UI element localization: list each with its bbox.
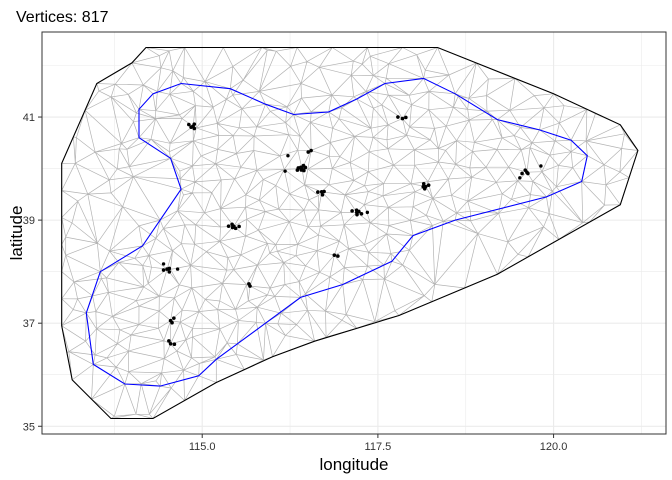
data-point <box>422 187 427 191</box>
data-point <box>365 210 370 215</box>
x-tick-label: 120.0 <box>540 441 568 453</box>
grid-lines <box>42 32 666 434</box>
data-point <box>230 222 234 227</box>
data-point <box>192 126 197 131</box>
data-point <box>396 115 400 119</box>
data-point <box>332 253 337 257</box>
mesh-edges <box>61 47 639 419</box>
data-point <box>316 190 320 194</box>
data-point <box>167 266 172 271</box>
data-point <box>355 212 359 217</box>
outer-boundary <box>61 46 639 420</box>
data-point <box>336 254 340 258</box>
data-point <box>295 168 300 172</box>
data-point <box>426 183 431 187</box>
y-axis-title: latitude <box>7 206 26 261</box>
y-tick-label: 37 <box>23 318 35 330</box>
data-point <box>230 225 235 230</box>
data-point <box>247 282 251 286</box>
data-point <box>320 193 325 197</box>
data-point <box>518 176 522 180</box>
data-point <box>520 171 524 176</box>
data-point <box>359 211 364 216</box>
data-point <box>233 226 238 231</box>
data-point <box>322 189 326 194</box>
data-point <box>172 316 176 320</box>
y-tick-label: 39 <box>23 215 35 227</box>
data-point <box>161 268 166 272</box>
panel-border <box>41 31 667 435</box>
y-tick-label: 41 <box>23 112 35 124</box>
data-point <box>354 208 359 212</box>
data-point <box>400 116 405 121</box>
data-point <box>283 169 287 173</box>
data-point <box>192 122 197 126</box>
data-point <box>404 115 408 120</box>
data-point <box>301 163 306 168</box>
data-point <box>226 224 231 228</box>
data-point <box>302 168 306 173</box>
data-point <box>189 125 193 129</box>
data-point <box>161 262 166 266</box>
inner-boundary <box>85 77 588 387</box>
axes: 115.0 117.5 120.0 35 37 39 41 <box>23 112 568 453</box>
data-point <box>167 339 171 343</box>
data-point <box>306 150 311 154</box>
data-point <box>167 270 172 274</box>
data-point <box>523 168 528 172</box>
data-point <box>526 171 530 176</box>
data-point <box>187 122 191 127</box>
data-point <box>175 267 180 271</box>
data-point <box>309 148 313 153</box>
x-tick-label: 117.5 <box>365 441 392 453</box>
data-point <box>286 153 290 158</box>
triangle-mesh <box>61 47 639 419</box>
data-point <box>172 342 177 347</box>
x-axis-title: longitude <box>319 455 388 474</box>
chart-title: Vertices: 817 <box>16 9 109 26</box>
data-point <box>539 164 543 168</box>
y-tick-label: 35 <box>23 421 35 433</box>
data-point <box>421 181 426 186</box>
data-points <box>161 115 543 347</box>
data-point <box>350 209 354 213</box>
data-point <box>168 342 173 346</box>
x-tick-label: 115.0 <box>189 441 216 453</box>
data-point <box>237 224 241 229</box>
data-point <box>170 320 174 325</box>
